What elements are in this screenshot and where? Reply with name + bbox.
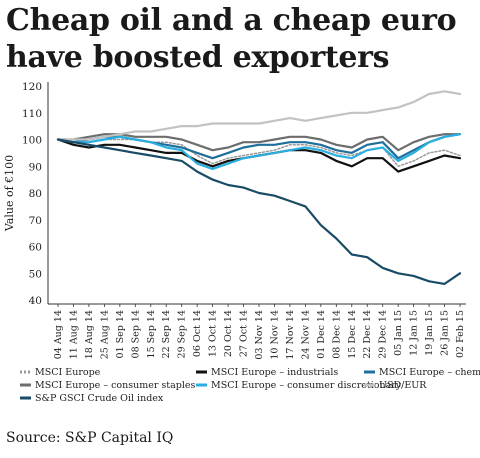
x-tick-label: 06 Oct 14 — [192, 310, 203, 357]
x-tick-label: 05 Jan 15 — [393, 310, 404, 356]
y-tick-label: 40 — [29, 295, 42, 307]
x-tick-label: 08 Dec 14 — [331, 310, 342, 359]
x-tick-label: 15 Dec 14 — [347, 310, 358, 359]
y-axis-label: Value of €100 — [3, 155, 16, 232]
x-tick-label: 18 Aug 14 — [84, 310, 95, 359]
x-tick-label: 15 Sep 14 — [146, 310, 157, 358]
x-tick-label: 10 Nov 14 — [269, 310, 280, 360]
legend-label: MSCI Europe – consumer discretionary — [211, 380, 402, 391]
y-tick-label: 50 — [29, 268, 42, 280]
x-tick-label: 04 Aug 14 — [53, 310, 64, 359]
series-line-msci-europe — [57, 138, 461, 168]
y-tick-label: 60 — [29, 242, 42, 254]
x-tick-label: 24 Nov 14 — [300, 310, 311, 360]
chart-lines — [56, 90, 462, 285]
series-line-usd-eur — [56, 90, 462, 141]
legend-label: MSCI Europe – consumer staples — [35, 380, 196, 391]
x-tick-label: 17 Nov 14 — [285, 310, 296, 360]
x-tick-label: 13 Oct 14 — [208, 310, 219, 357]
chart-legend: MSCI Europe MSCI Europe – industrials MSCI… — [20, 367, 480, 404]
x-tick-label: 22 Dec 14 — [362, 310, 373, 359]
x-tick-label: 02 Feb 15 — [455, 310, 466, 358]
x-tick-label: 20 Oct 14 — [223, 310, 234, 357]
y-tick-label: 70 — [29, 215, 42, 227]
legend-label: USD/EUR — [379, 380, 427, 391]
x-tick-label: 27 Oct 14 — [239, 310, 250, 357]
x-tick-label: 29 Dec 14 — [378, 310, 389, 359]
x-tick-label: 03 Nov 14 — [254, 310, 265, 360]
series-line-s-p-gsci-crude-oil-index — [56, 138, 462, 285]
y-tick-label: 80 — [29, 188, 42, 200]
legend-label: S&P GSCI Crude Oil index — [35, 393, 164, 404]
x-tick-label: 12 Jan 15 — [409, 310, 420, 356]
line-chart: 40 50 60 70 80 90 100 110 120 Value of €100 04 Aug… — [3, 81, 480, 404]
y-tick-label: 100 — [22, 135, 42, 147]
x-tick-label: 26 Jan 15 — [440, 310, 451, 356]
y-tick-label: 90 — [29, 161, 42, 173]
x-tick-label: 01 Sep 14 — [115, 310, 126, 358]
chart-axes: 40 50 60 70 80 90 100 110 120 Value of €100 04 Aug… — [3, 81, 466, 360]
legend-label: MSCI Europe – industrials — [211, 367, 338, 378]
series-line-msci-europe-consumer-staples — [56, 133, 462, 152]
x-tick-label: 01 Dec 14 — [316, 310, 327, 359]
y-tick-label: 110 — [22, 108, 42, 120]
x-tick-label: 22 Sep 14 — [161, 310, 172, 358]
x-tick-label: 11 Aug 14 — [68, 310, 79, 359]
legend-label: MSCI Europe – chemicals — [379, 367, 480, 378]
y-tick-label: 120 — [22, 81, 42, 93]
x-tick-label: 29 Sep 14 — [177, 310, 188, 358]
x-tick-label: 19 Jan 15 — [424, 310, 435, 356]
x-tick-label: 25 Aug 14 — [99, 310, 110, 359]
x-tick-label: 08 Sep 14 — [130, 310, 141, 358]
legend-label: MSCI Europe — [35, 367, 101, 378]
chart-title: Cheap oil and a cheap euro have boosted … — [6, 3, 457, 75]
series-line-msci-europe-consumer-discretionary — [56, 133, 462, 170]
source-note: Source: S&P Capital IQ — [6, 430, 174, 446]
